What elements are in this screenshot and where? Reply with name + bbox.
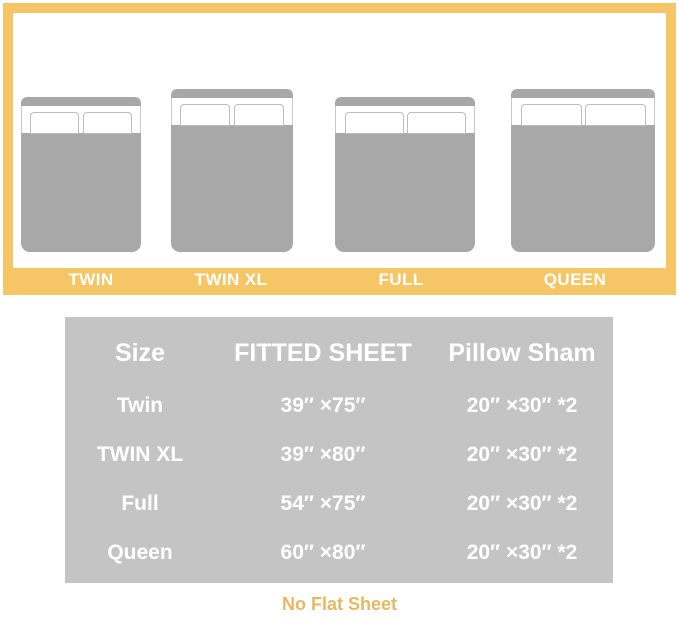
- bed-headboard: [511, 89, 655, 98]
- cell-size: Queen: [107, 541, 173, 564]
- bed-headboard: [335, 97, 475, 106]
- pillow-icon: [521, 104, 582, 126]
- size-chart-table: Size FITTED SHEET Pillow Sham Twin 39″ ×…: [65, 317, 613, 583]
- pillow-icon: [30, 112, 79, 134]
- cell-fitted-sheet: 54″ ×75″: [280, 492, 366, 515]
- pillow-icon: [345, 112, 404, 134]
- bed-size-label-twin: TWIN: [68, 270, 114, 289]
- column-header-fitted-sheet: FITTED SHEET: [234, 338, 412, 367]
- pillow-icon: [407, 112, 466, 134]
- table-row: Twin 39″ ×75″ 20″ ×30″ *2: [65, 382, 613, 430]
- bed-headboard: [21, 97, 141, 106]
- bed-headboard: [171, 89, 293, 98]
- cell-fitted-sheet: 60″ ×80″: [280, 541, 366, 564]
- pillow-icon: [234, 104, 284, 126]
- cell-fitted-sheet: 39″ ×75″: [280, 394, 366, 417]
- bed-icon-full: [335, 97, 475, 252]
- bed-illustration-panel: TWIN TWIN XL FULL QUEEN: [3, 3, 676, 295]
- bed-body: [21, 131, 141, 252]
- table-row: Queen 60″ ×80″ 20″ ×30″ *2: [65, 529, 613, 577]
- bed-size-label-full: FULL: [378, 270, 424, 289]
- bed-icon-twin-xl: [171, 89, 293, 252]
- pillow-icon: [180, 104, 230, 126]
- column-header-size: Size: [114, 338, 166, 367]
- cell-size: TWIN XL: [96, 443, 184, 466]
- column-header-pillow-sham: Pillow Sham: [448, 338, 596, 367]
- cell-pillow-sham: 20″ ×30″ *2: [466, 394, 578, 417]
- table-header-row: Size FITTED SHEET Pillow Sham: [65, 333, 613, 373]
- no-flat-sheet-note: No Flat Sheet: [281, 594, 397, 614]
- table-row: TWIN XL 39″ ×80″ 20″ ×30″ *2: [65, 431, 613, 479]
- cell-pillow-sham: 20″ ×30″ *2: [466, 492, 578, 515]
- table-row: Full 54″ ×75″ 20″ ×30″ *2: [65, 480, 613, 528]
- cell-size: Full: [121, 492, 159, 515]
- cell-size: Twin: [116, 394, 164, 417]
- bed-icon-twin: [21, 97, 141, 252]
- cell-fitted-sheet: 39″ ×80″: [280, 443, 366, 466]
- bed-body: [511, 123, 655, 252]
- cell-pillow-sham: 20″ ×30″ *2: [466, 541, 578, 564]
- bed-illustration-stage: [13, 13, 666, 268]
- bed-body: [171, 123, 293, 252]
- bed-icon-queen: [511, 89, 655, 252]
- pillow-icon: [585, 104, 646, 126]
- bed-size-label-twin-xl: TWIN XL: [194, 270, 268, 289]
- bed-body: [335, 131, 475, 252]
- cell-pillow-sham: 20″ ×30″ *2: [466, 443, 578, 466]
- pillow-icon: [83, 112, 132, 134]
- bed-size-label-queen: QUEEN: [543, 270, 607, 289]
